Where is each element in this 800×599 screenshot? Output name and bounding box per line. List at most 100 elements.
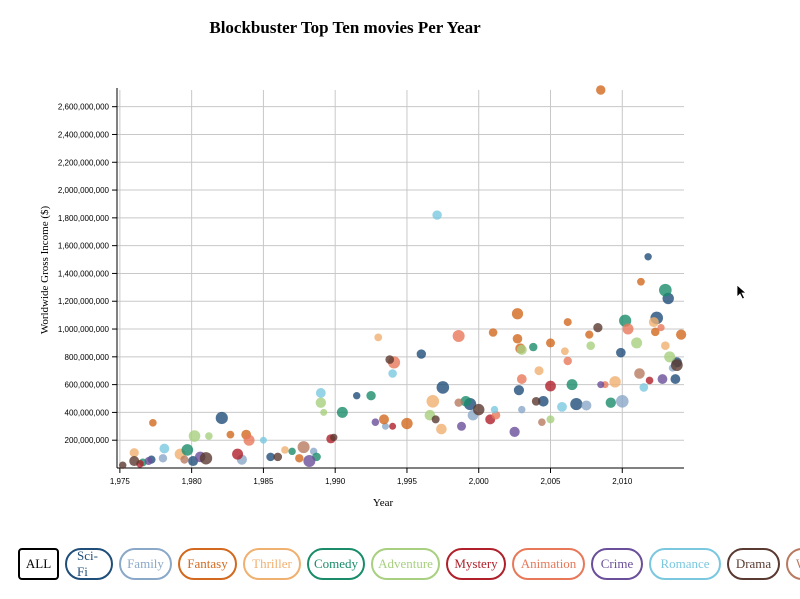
point-adventure xyxy=(205,432,213,440)
y-tick-label: 1,600,000,000 xyxy=(58,242,110,251)
point-scifi xyxy=(436,381,450,394)
point-fantasy xyxy=(401,417,413,430)
point-drama xyxy=(473,403,485,416)
point-crime xyxy=(457,421,467,431)
filter-thriller-button[interactable]: Thriller xyxy=(243,548,301,580)
scatter-plot: 1,975 1,980 1,985 1,990 1,995 2,000 2,005 2,010… xyxy=(39,85,687,509)
point-mystery xyxy=(645,376,654,385)
point-adventure xyxy=(586,341,595,351)
point-drama xyxy=(330,433,338,442)
y-tick-label: 2,000,000,000 xyxy=(58,186,110,195)
point-family xyxy=(158,454,168,463)
point-fantasy xyxy=(226,430,235,439)
point-comedy xyxy=(336,406,348,418)
point-crime xyxy=(657,374,668,384)
point-crime xyxy=(303,455,316,468)
data-points xyxy=(119,85,687,469)
point-fantasy xyxy=(676,329,687,340)
point-thriller xyxy=(534,366,544,376)
point-comedy xyxy=(529,342,538,352)
point-scifi xyxy=(215,411,228,425)
point-drama xyxy=(670,359,683,372)
point-war xyxy=(634,368,645,379)
point-thriller xyxy=(661,341,670,351)
point-romance xyxy=(639,383,649,392)
point-family xyxy=(615,394,629,408)
point-drama xyxy=(119,461,127,469)
point-mystery xyxy=(389,422,397,430)
point-fantasy xyxy=(511,308,524,320)
filter-drama-button[interactable]: Drama xyxy=(727,548,780,580)
point-thriller xyxy=(560,347,569,356)
point-thriller xyxy=(648,317,659,328)
filter-war-button[interactable]: War xyxy=(786,548,800,580)
point-fantasy xyxy=(650,327,660,337)
point-romance xyxy=(557,401,567,412)
filter-all-button[interactable]: ALL xyxy=(18,548,59,580)
point-thriller xyxy=(436,423,447,435)
point-fantasy xyxy=(149,419,157,427)
filter-scifi-button[interactable]: Sci-Fi xyxy=(65,548,113,580)
point-war xyxy=(538,418,546,426)
point-adventure xyxy=(516,344,527,355)
point-thriller xyxy=(281,446,289,454)
point-romance xyxy=(159,443,170,454)
filter-crime-button[interactable]: Crime xyxy=(591,548,643,580)
filter-comedy-button[interactable]: Comedy xyxy=(307,548,365,580)
point-fantasy xyxy=(488,328,498,337)
y-tick-label: 2,200,000,000 xyxy=(58,158,110,167)
y-tick-label: 1,800,000,000 xyxy=(58,214,110,223)
point-scifi xyxy=(266,452,275,462)
point-scifi xyxy=(616,347,626,358)
x-axis: 1,975 1,980 1,985 1,990 1,995 2,000 2,005 2,010 xyxy=(110,467,684,486)
point-adventure xyxy=(188,430,201,442)
point-fantasy xyxy=(563,318,572,327)
point-drama xyxy=(199,452,213,465)
point-scifi xyxy=(538,395,549,407)
point-animation xyxy=(516,374,527,384)
point-adventure xyxy=(315,397,327,408)
point-animation xyxy=(563,356,572,366)
point-family xyxy=(381,422,389,430)
point-fantasy xyxy=(378,414,389,425)
point-drama xyxy=(531,396,541,406)
point-fantasy xyxy=(546,338,556,348)
x-tick-label: 1,990 xyxy=(325,477,346,486)
point-crime xyxy=(597,381,605,389)
point-scifi xyxy=(644,253,652,261)
point-drama xyxy=(273,452,283,462)
point-animation xyxy=(243,434,255,446)
point-thriller xyxy=(129,448,139,458)
point-animation xyxy=(657,324,665,332)
point-adventure xyxy=(631,337,643,349)
point-crime xyxy=(371,418,380,426)
filter-animation-button[interactable]: Animation xyxy=(512,548,585,580)
y-tick-label: 2,600,000,000 xyxy=(58,103,110,112)
filter-mystery-button[interactable]: Mystery xyxy=(446,548,506,580)
filter-adventure-button[interactable]: Adventure xyxy=(371,548,440,580)
point-fantasy xyxy=(585,330,594,339)
point-scifi xyxy=(416,349,427,359)
point-war xyxy=(297,441,310,454)
point-fantasy xyxy=(637,277,645,286)
mouse-pointer-icon xyxy=(736,284,748,300)
filter-romance-button[interactable]: Romance xyxy=(649,548,721,580)
y-tick-label: 800,000,000 xyxy=(65,353,110,362)
point-crime xyxy=(144,457,153,466)
filter-fantasy-button[interactable]: Fantasy xyxy=(178,548,237,580)
point-thriller xyxy=(609,376,621,388)
y-tick-label: 1,400,000,000 xyxy=(58,269,110,278)
point-comedy xyxy=(605,397,616,408)
point-scifi xyxy=(570,397,583,411)
point-scifi xyxy=(670,374,681,384)
point-comedy xyxy=(460,395,472,407)
point-scifi xyxy=(353,392,361,400)
filter-family-button[interactable]: Family xyxy=(119,548,172,580)
point-fantasy xyxy=(295,454,304,463)
x-tick-label: 1,975 xyxy=(110,477,131,486)
point-mystery xyxy=(545,380,556,392)
point-adventure xyxy=(546,415,555,424)
point-scifi xyxy=(513,385,525,396)
point-romance xyxy=(388,369,397,378)
point-comedy xyxy=(366,391,376,401)
